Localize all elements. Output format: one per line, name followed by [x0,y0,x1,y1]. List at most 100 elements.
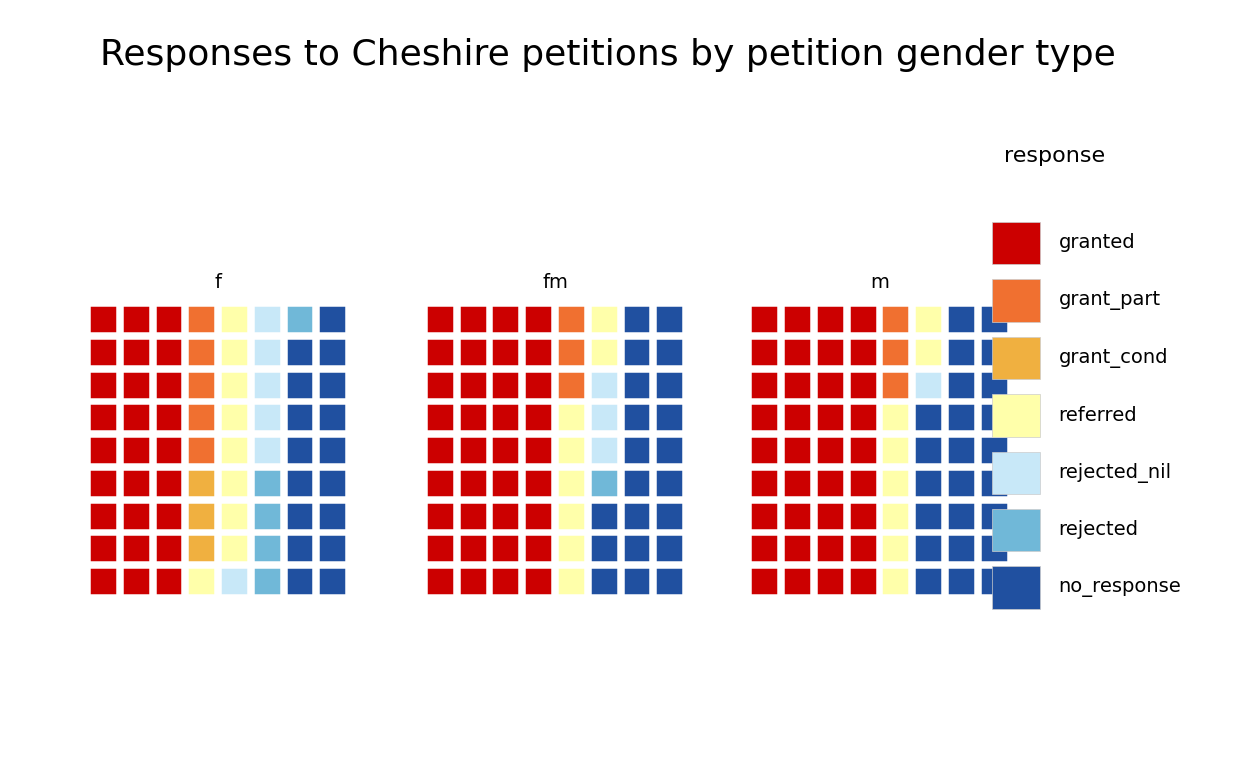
Text: grant_cond: grant_cond [1058,348,1168,368]
Bar [155,502,182,530]
Bar [187,371,215,399]
Bar [89,338,117,366]
Bar [655,436,683,464]
Bar [524,403,552,432]
Bar [655,469,683,497]
Bar [122,535,150,562]
Bar [750,338,779,366]
Bar [318,568,346,595]
Bar [915,338,942,366]
Bar [318,338,346,366]
Bar [816,403,844,432]
Bar [784,568,811,595]
Bar [784,469,811,497]
Bar [992,509,1040,551]
Bar [286,305,313,333]
Bar [590,338,618,366]
Bar [980,469,1007,497]
Bar [992,336,1040,379]
Bar [947,371,975,399]
Bar [459,568,487,595]
Bar [557,568,585,595]
Bar [187,502,215,530]
Bar [459,338,487,366]
Bar [122,371,150,399]
Bar [980,502,1007,530]
Bar [187,469,215,497]
Bar [557,535,585,562]
Bar [524,469,552,497]
Bar [524,535,552,562]
Bar [253,403,281,432]
Bar [187,535,215,562]
Bar [459,371,487,399]
Bar [881,403,910,432]
Bar [155,535,182,562]
Bar [492,502,519,530]
Bar [426,371,454,399]
Bar [89,469,117,497]
Bar [557,371,585,399]
Bar [89,305,117,333]
Bar [286,469,313,497]
Bar [750,502,779,530]
Bar [590,371,618,399]
Bar [155,568,182,595]
Bar [784,305,811,333]
Bar [557,338,585,366]
Text: no_response: no_response [1058,578,1182,597]
Bar [992,452,1040,494]
Bar [816,535,844,562]
Bar [915,469,942,497]
Bar [816,305,844,333]
Bar [318,436,346,464]
Bar [947,502,975,530]
Bar [881,568,910,595]
Bar [155,403,182,432]
Bar [286,436,313,464]
Bar [784,371,811,399]
Bar [318,403,346,432]
Bar [187,305,215,333]
Bar [220,568,248,595]
Bar [122,338,150,366]
Bar [816,371,844,399]
Bar [253,371,281,399]
Bar [915,535,942,562]
Bar [122,436,150,464]
Bar [947,469,975,497]
Bar [220,371,248,399]
Bar [426,305,454,333]
Text: Responses to Cheshire petitions by petition gender type: Responses to Cheshire petitions by petit… [100,38,1116,72]
Bar [750,568,779,595]
Bar [590,568,618,595]
Bar [318,305,346,333]
Text: grant_part: grant_part [1058,291,1161,310]
Bar [623,535,650,562]
Bar [122,305,150,333]
Bar [915,502,942,530]
Bar [492,469,519,497]
Bar [253,305,281,333]
Bar [492,371,519,399]
Bar [915,371,942,399]
Bar [915,403,942,432]
Bar [187,403,215,432]
Bar [187,338,215,366]
Bar [980,371,1007,399]
Bar [980,568,1007,595]
Bar [590,502,618,530]
Bar [426,338,454,366]
Bar [122,469,150,497]
Bar [557,305,585,333]
Bar [980,535,1007,562]
Bar [492,403,519,432]
Bar [816,502,844,530]
Bar [947,338,975,366]
Bar [155,371,182,399]
Bar [286,568,313,595]
Bar [557,436,585,464]
Bar [253,568,281,595]
Bar [492,568,519,595]
Bar [590,436,618,464]
